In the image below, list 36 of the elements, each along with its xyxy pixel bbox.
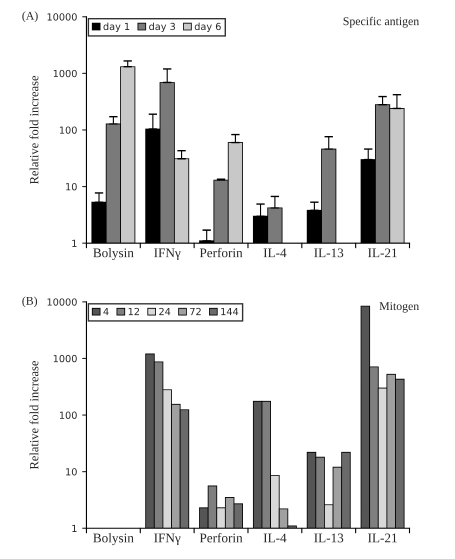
y-tick-label: 10000: [48, 298, 77, 306]
chart-title: (B): [22, 296, 38, 308]
chart-title: (A): [22, 11, 38, 22]
y-axis-title: Relative fold increase: [29, 361, 38, 470]
x-tick-label: IL-21: [368, 534, 397, 542]
legend-label: 4: [103, 308, 109, 316]
y-tick-label: 1: [72, 524, 77, 532]
y-tick-label: 100: [60, 126, 77, 134]
x-tick-label: IFNγ: [154, 248, 180, 260]
x-tick-label: Bolysin: [93, 533, 134, 546]
legend-label: day 6: [194, 22, 221, 32]
annotation: Specific antigen: [344, 16, 420, 28]
y-tick-label: 1000: [54, 70, 77, 78]
legend-label: 12: [128, 308, 140, 316]
y-axis-title: Relative fold increase: [29, 76, 38, 184]
x-tick-label: IFNγ: [154, 534, 180, 546]
x-tick-label: Perforin: [200, 248, 242, 258]
x-tick-label: Perforin: [200, 532, 242, 542]
legend-label: day 1: [104, 22, 130, 32]
x-tick-label: IL-4: [264, 248, 286, 258]
y-tick-label: 1: [72, 240, 77, 247]
x-tick-label: IL-4: [264, 534, 286, 542]
y-tick-label: 10: [66, 183, 77, 190]
legend-label: 72: [190, 308, 201, 316]
x-tick-label: Bolysin: [93, 248, 134, 260]
x-tick-label: IL-13: [314, 248, 344, 258]
y-tick-label: 1000: [54, 354, 77, 362]
x-tick-label: IL-13: [314, 534, 344, 542]
y-tick-label: 10: [66, 468, 77, 476]
legend-label: 24: [159, 308, 170, 316]
annotation: Mitogen: [380, 302, 420, 313]
x-tick-label: IL-21: [368, 248, 397, 258]
legend-label: day 3: [149, 22, 175, 32]
y-tick-label: 100: [60, 412, 77, 419]
y-tick-label: 10000: [48, 13, 77, 21]
legend-label: 144: [221, 308, 238, 316]
